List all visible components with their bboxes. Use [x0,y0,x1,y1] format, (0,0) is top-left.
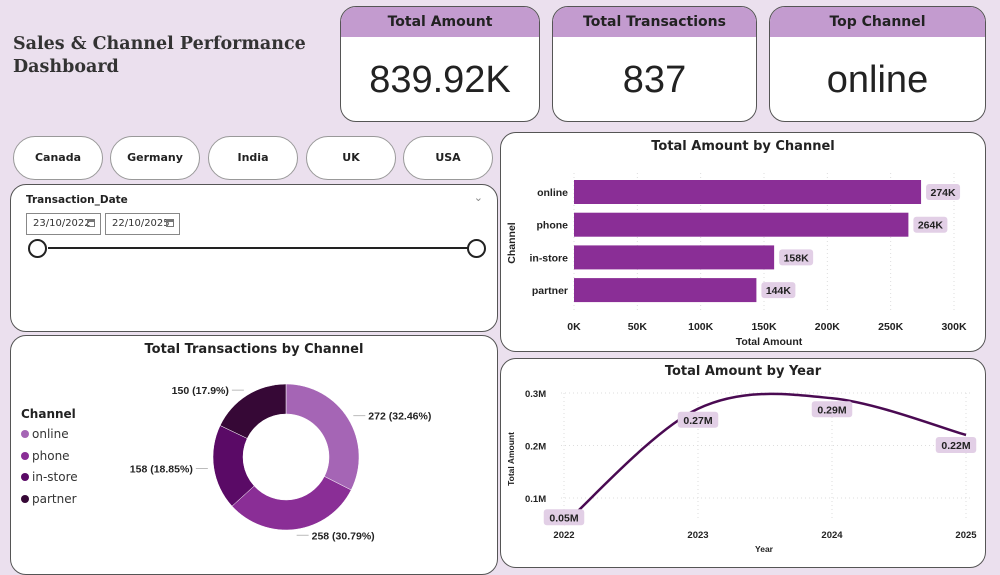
kpi-label: Top Channel [770,7,985,37]
calendar-icon[interactable] [87,219,95,227]
end-date-value: 22/10/2025 [112,218,170,229]
start-date-value: 23/10/2022 [33,218,91,229]
y-category-label: phone [537,220,569,232]
country-button-usa[interactable]: USA [403,136,493,180]
end-date-input[interactable]: 22/10/2025 [105,213,180,235]
legend-item-in-store[interactable]: in-store [21,467,78,489]
legend-item-partner[interactable]: partner [21,489,78,511]
bar-data-label: 274K [931,187,957,199]
x-tick-label: 300K [941,321,967,333]
y-axis-title: Total Amount [506,432,516,486]
bar-data-label: 264K [918,220,944,232]
x-axis-title: Total Amount [736,336,803,348]
y-category-label: online [537,187,568,199]
kpi-value: online [826,59,929,101]
kpi-label: Total Amount [341,7,539,37]
country-button-germany[interactable]: Germany [110,136,200,180]
kpi-card-total-amount: Total Amount 839.92K [340,6,540,122]
bar-data-label-bg [761,282,796,299]
calendar-icon[interactable] [166,219,174,227]
chart-title: Total Amount by Year [664,364,822,379]
line-chart: 0.1M 0.2M 0.3M 2022 2023 2024 2025 0.05M 0.27M 0.… [506,389,977,554]
donut-slice-online [285,383,360,491]
amount-by-year-card: Total Amount by Year 0.1M 0.2M 0.3M 2022 202… [500,358,986,568]
x-tick-label: 50K [628,321,648,333]
bar-data-label: 144K [766,285,792,297]
chart-title: Total Transactions by Channel [144,342,364,357]
kpi-value: 839.92K [369,59,511,101]
x-tick-label: 2022 [553,530,574,541]
kpi-card-total-transactions: Total Transactions 837 [552,6,757,122]
y-axis-title: Channel [506,222,518,264]
kpi-label: Total Transactions [553,7,756,37]
legend-dot-icon [21,494,29,503]
page-title: Sales & Channel Performance Dashboard [13,34,306,77]
bar-chart: 0K 50K 100K 150K 200K 250K 300K online 274K phone… [506,173,967,348]
donut-slice-partner [219,383,287,439]
bar-partner [574,278,757,303]
legend-dot-icon [21,451,29,460]
line-data-label-bg [811,401,853,418]
slicer-label: Transaction_Date [26,194,128,206]
x-tick-label: 250K [878,321,904,333]
x-tick-label: 100K [688,321,714,333]
legend-title: Channel [21,407,76,421]
amount-by-channel-card: Total Amount by Channel 0K 50K 100K 150K 200… [500,132,986,352]
line-data-label: 0.29M [817,404,846,416]
bar-online [574,180,922,204]
kpi-card-top-channel: Top Channel online [769,6,986,122]
donut-data-label: 150 (17.9%) [172,385,229,397]
line-data-label-bg [935,437,977,453]
bar-phone [574,212,909,237]
line-data-label: 0.27M [683,415,712,427]
legend-dot-icon [21,430,29,438]
chevron-down-icon[interactable]: ⌄ [473,191,483,204]
range-end-handle[interactable] [467,239,486,258]
donut-data-label: 158 (18.85%) [130,464,193,476]
donut-data-label: 258 (30.79%) [312,530,375,542]
legend: online phone in-store partner [21,424,78,510]
donut-data-label: 272 (32.46%) [368,411,431,423]
start-date-input[interactable]: 23/10/2022 [26,213,101,235]
bar-data-label-bg [779,249,814,266]
legend-label: partner [32,491,77,506]
y-tick-label: 0.3M [525,389,546,400]
legend-label: online [32,427,69,441]
country-button-canada[interactable]: Canada [13,136,103,180]
legend-label: phone [32,448,70,463]
country-button-india[interactable]: India [208,136,298,180]
x-tick-label: 2025 [955,530,977,541]
bar-data-label-bg [913,216,948,233]
date-range-track[interactable] [48,247,476,249]
line-data-label: 0.22M [941,440,970,452]
transactions-donut-card: 272 (32.46%) 258 (30.79%) 158 (18.85%) 150 … [10,335,498,575]
x-tick-label: 0K [567,321,581,333]
date-slicer: Transaction_Date ⌄ 23/10/2022 22/10/2025 [10,184,498,332]
x-tick-label: 150K [751,321,777,333]
legend-dot-icon [21,473,29,481]
line-data-label-bg [543,509,585,526]
legend-item-online[interactable]: online [21,424,78,446]
range-start-handle[interactable] [28,239,47,258]
bar-data-label-bg [926,184,961,200]
donut-chart: 272 (32.46%) 258 (30.79%) 158 (18.85%) 150 … [130,383,431,542]
line-series [563,392,967,526]
legend-item-phone[interactable]: phone [21,446,78,468]
bar-in-store [574,245,775,270]
y-category-label: partner [532,285,568,297]
kpi-value: 837 [622,59,687,101]
y-category-label: in-store [529,252,568,264]
y-tick-label: 0.1M [525,494,546,505]
line-data-label: 0.05M [549,512,578,524]
x-tick-label: 2024 [821,530,843,541]
legend-label: in-store [32,470,78,484]
country-button-uk[interactable]: UK [306,136,396,180]
x-tick-label: 2023 [687,530,708,541]
chart-title: Total Amount by Channel [651,139,835,154]
line-data-label-bg [677,411,719,428]
x-axis-title: Year [755,544,774,554]
x-tick-label: 200K [815,321,841,333]
y-tick-label: 0.2M [525,442,546,453]
bar-data-label: 158K [784,252,810,264]
